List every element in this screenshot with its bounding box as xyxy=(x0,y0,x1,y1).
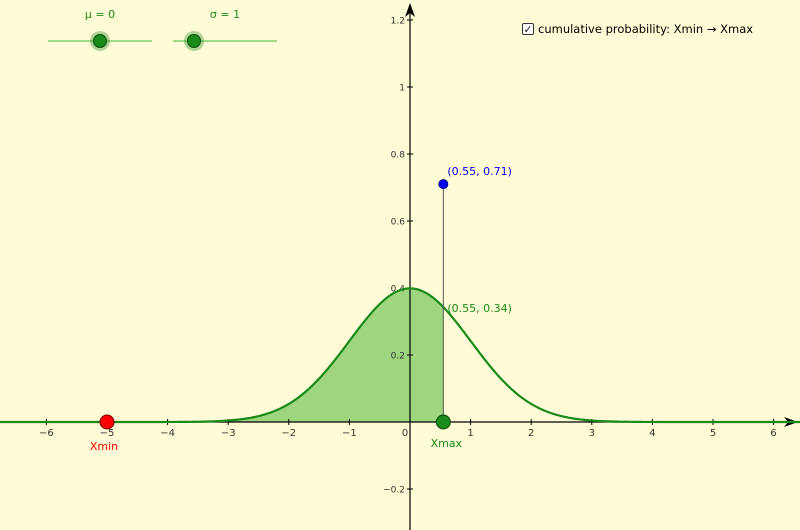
y-tick-label: 0.6 xyxy=(391,218,406,228)
x-tick-label: 5 xyxy=(710,428,716,439)
xmin-point[interactable] xyxy=(99,414,115,430)
cumulative-probability-checkbox[interactable]: ✓ cumulative probability: Xmin → Xmax xyxy=(522,22,753,36)
sigma-slider[interactable]: σ = 1 xyxy=(173,8,277,48)
cumulative-area xyxy=(107,288,444,422)
x-tick-label: −3 xyxy=(221,428,236,439)
y-tick-label: −0.2 xyxy=(383,486,405,496)
cumulative-point[interactable] xyxy=(438,179,449,190)
sigma-slider-label: σ = 1 xyxy=(209,8,241,21)
y-axis-arrow-icon xyxy=(405,3,415,17)
xmin-label: Xmin xyxy=(90,440,118,453)
x-tick-label: −5 xyxy=(100,428,115,439)
x-tick-label: −1 xyxy=(342,428,357,439)
xmax-label: Xmax xyxy=(431,437,463,450)
x-tick-label: 0 xyxy=(402,428,408,439)
y-tick-label: 0.4 xyxy=(391,285,406,295)
x-tick-label: 4 xyxy=(649,428,655,439)
x-tick-label: −6 xyxy=(39,428,54,439)
y-tick-label: 0.8 xyxy=(391,151,406,161)
mu-slider-label: μ = 0 xyxy=(84,8,116,21)
sigma-slider-knob[interactable] xyxy=(186,34,201,48)
mu-slider[interactable]: μ = 0 xyxy=(48,8,152,48)
normal-curve xyxy=(0,287,800,424)
y-tick-label: 1.2 xyxy=(391,17,405,27)
cumulative-probability-label: cumulative probability: Xmin → Xmax xyxy=(538,22,754,36)
cumulative-point-label: (0.55, 0.71) xyxy=(447,165,512,178)
x-tick-label: −2 xyxy=(281,428,296,439)
mu-slider-knob[interactable] xyxy=(93,34,107,48)
x-tick-label: −4 xyxy=(160,428,175,439)
sigma-slider-track[interactable] xyxy=(173,40,277,42)
density-point-label: (0.55, 0.34) xyxy=(447,302,512,315)
checkbox-check-icon[interactable]: ✓ xyxy=(522,22,534,36)
xmax-point[interactable] xyxy=(435,414,451,430)
x-tick-label: 6 xyxy=(770,428,776,439)
y-tick-label: 1 xyxy=(399,84,405,94)
x-tick-label: 3 xyxy=(589,428,595,439)
x-tick-label: 1 xyxy=(467,428,473,439)
y-tick-label: 0.2 xyxy=(391,352,405,362)
x-tick-label: 2 xyxy=(528,428,534,439)
